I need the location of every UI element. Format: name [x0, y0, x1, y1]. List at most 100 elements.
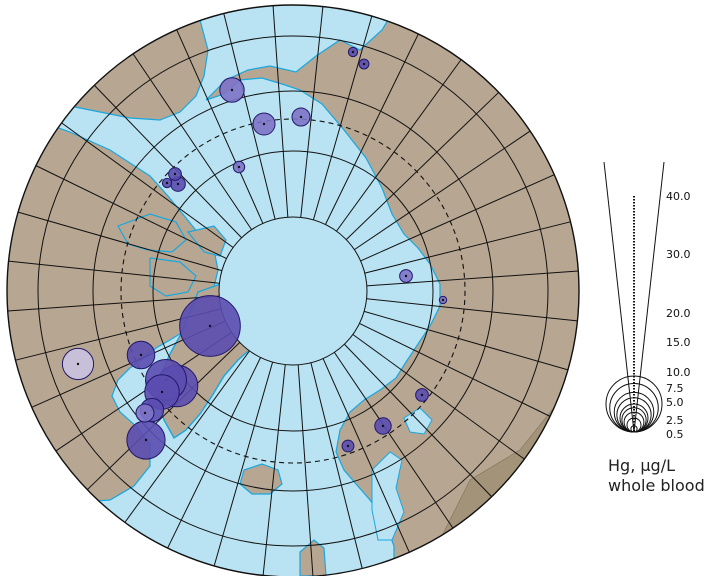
- site-center-dot: [362, 62, 366, 66]
- legend-tick-label: 2.5: [666, 414, 684, 427]
- site-chukotka-4[interactable]: [358, 58, 370, 70]
- site-center-dot: [173, 172, 177, 176]
- legend-tick-label: 30.0: [666, 248, 691, 261]
- site-s-greenland[interactable]: [126, 420, 166, 460]
- site-center-dot: [237, 165, 241, 169]
- site-nunavik[interactable]: [126, 340, 156, 370]
- site-center-dot: [144, 438, 148, 442]
- meridian-line: [312, 15, 373, 221]
- site-center-dot: [262, 122, 266, 126]
- site-finland[interactable]: [374, 417, 392, 435]
- latitude-ring: [218, 216, 368, 366]
- site-center-dot: [139, 353, 143, 357]
- meridian-line: [17, 211, 223, 272]
- meridian-line: [132, 53, 253, 230]
- meridian-line: [8, 260, 220, 284]
- legend-tick-label: 15.0: [666, 336, 691, 349]
- meridian-line: [124, 350, 250, 523]
- legend-cone-right: [633, 161, 665, 433]
- meridian-line: [366, 298, 578, 322]
- legend: 40.0 30.0 20.0 15.0 10.0 7.55.0 2.50.5: [603, 161, 691, 441]
- meridian-line: [359, 322, 551, 417]
- meridian-line: [262, 364, 286, 576]
- site-chukotka-1[interactable]: [252, 112, 276, 136]
- site-chukotka-3[interactable]: [347, 46, 359, 58]
- site-center-dot: [165, 181, 169, 185]
- legend-cone-left: [603, 161, 635, 433]
- land-baltic-sea: [371, 451, 405, 541]
- meridian-line: [61, 122, 234, 248]
- site-center-dot: [404, 274, 408, 278]
- legend-unit-label: Hg, µg/L: [608, 456, 675, 475]
- site-center-dot: [351, 50, 355, 54]
- site-nw-greenland[interactable]: [179, 295, 241, 357]
- land-alaska: [7, 5, 209, 121]
- site-kola[interactable]: [415, 388, 429, 402]
- site-center-dot: [420, 393, 424, 397]
- meridian-line: [7, 295, 220, 312]
- site-center-dot: [208, 324, 212, 328]
- legend-tick-label: 5.0: [666, 396, 684, 409]
- legend-tick-label: 7.5: [666, 382, 684, 395]
- latitude-ring: [37, 35, 549, 547]
- site-beaufort-3[interactable]: [161, 177, 173, 189]
- meridian-line: [310, 362, 363, 569]
- latitude-ring: [152, 150, 434, 432]
- meridian-line: [322, 358, 410, 553]
- site-center-dot: [230, 88, 234, 92]
- site-sw-greenland-2[interactable]: [135, 403, 155, 423]
- meridian-line: [352, 334, 525, 460]
- meridian-line: [300, 6, 324, 218]
- meridian-line: [324, 33, 419, 225]
- legend-tick-label: 10.0: [666, 366, 691, 379]
- legend-medium-label: whole blood: [608, 476, 705, 495]
- site-center-dot: [299, 115, 303, 119]
- site-norway[interactable]: [341, 439, 355, 453]
- site-alaska-w[interactable]: [219, 77, 245, 103]
- meridian-line: [333, 352, 454, 529]
- meridian-line: [297, 364, 314, 576]
- meridian-line: [86, 342, 241, 491]
- site-chukotka-2[interactable]: [291, 107, 311, 127]
- site-center-dot: [143, 411, 147, 415]
- legend-circle: [630, 425, 638, 433]
- meridian-line: [176, 29, 264, 224]
- site-center-dot: [381, 424, 385, 428]
- sample-sites: [61, 46, 448, 460]
- land-britain: [299, 539, 327, 576]
- meridian-line: [345, 91, 500, 240]
- legend-tick-label: 40.0: [666, 190, 691, 203]
- meridian-line: [35, 165, 227, 260]
- polar-ocean: [219, 217, 367, 365]
- meridian-line: [167, 357, 262, 549]
- site-yukon[interactable]: [232, 160, 246, 174]
- site-siberia-2[interactable]: [438, 295, 448, 305]
- site-center-dot: [176, 182, 180, 186]
- meridian-line: [344, 343, 493, 498]
- meridian-line: [363, 310, 569, 371]
- legend-title: Hg, µg/L whole blood: [608, 456, 705, 496]
- meridian-line: [223, 13, 276, 220]
- meridian-line: [93, 84, 242, 239]
- land-eurasia: [205, 5, 579, 576]
- site-center-dot: [441, 298, 445, 302]
- meridian-line: [354, 130, 531, 251]
- latitude-ring: [92, 90, 494, 492]
- site-beaufort-2[interactable]: [168, 167, 182, 181]
- map-border: [6, 4, 580, 576]
- meridian-line: [366, 270, 579, 287]
- site-labrador[interactable]: [61, 347, 95, 381]
- site-center-dot: [346, 444, 350, 448]
- site-center-dot: [76, 362, 80, 366]
- meridian-line: [213, 361, 274, 567]
- meridian-line: [272, 5, 289, 218]
- meridian-line: [360, 174, 555, 262]
- site-center-dot: [160, 390, 164, 394]
- legend-tick-label: 0.5: [666, 428, 684, 441]
- meridian-line: [336, 59, 462, 232]
- site-siberia[interactable]: [399, 269, 413, 283]
- legend-circle: [616, 397, 652, 433]
